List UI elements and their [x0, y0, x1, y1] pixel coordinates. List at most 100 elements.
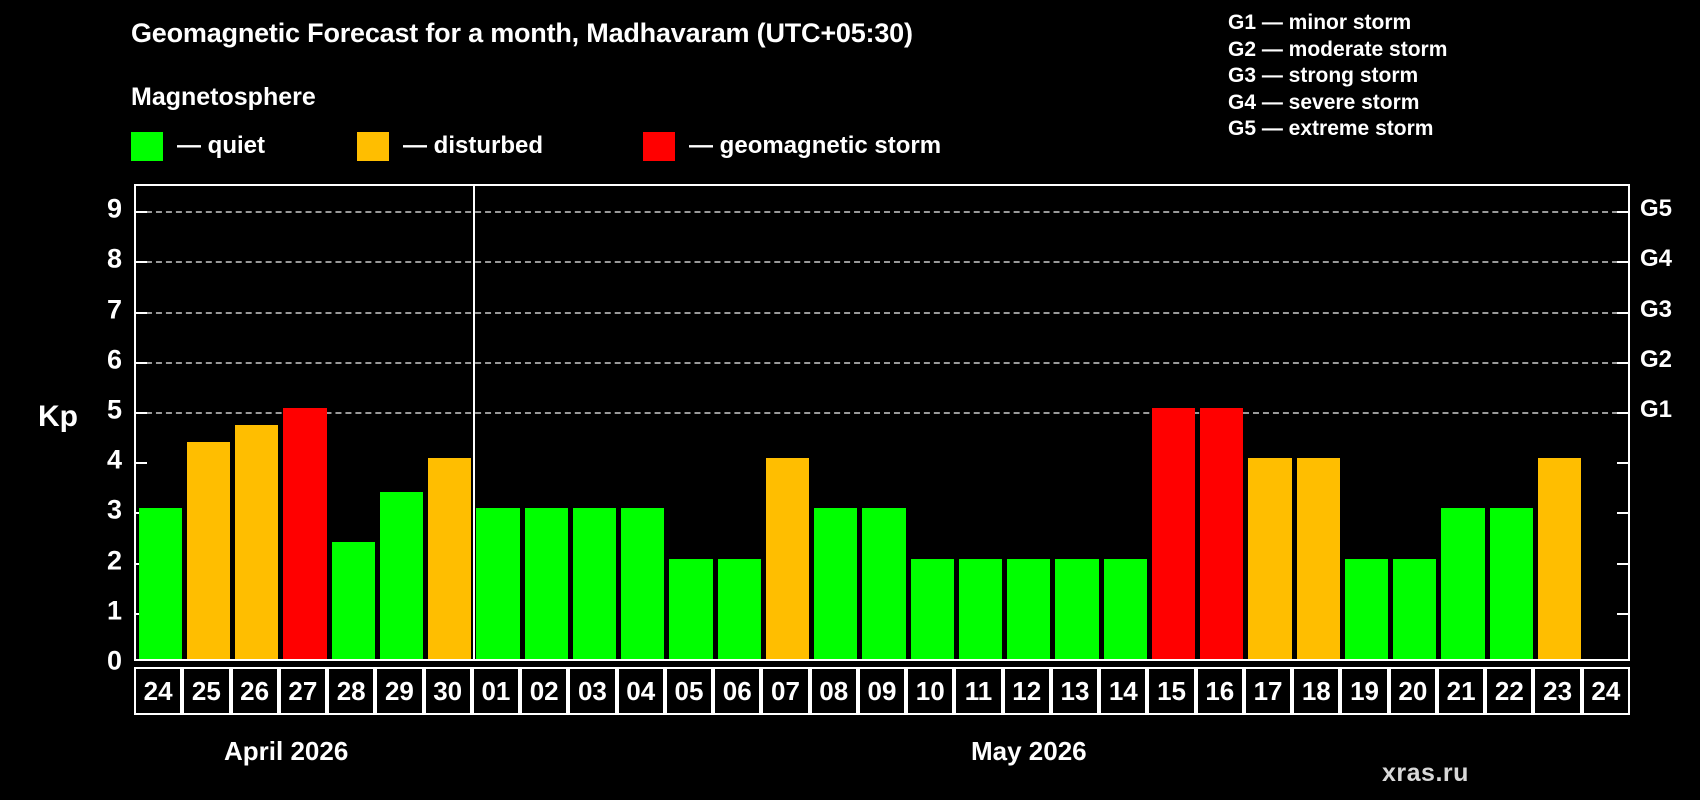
- y-axis-label-9: 9: [106, 193, 122, 224]
- bar-day-25: [186, 441, 230, 659]
- gridline-kp-6: [136, 361, 1628, 364]
- date-cell-29: 29: [375, 667, 424, 715]
- date-cell-11: 11: [954, 667, 1003, 715]
- bar-day-24: [138, 508, 182, 659]
- date-cell-26: 26: [230, 667, 279, 715]
- g-axis-label-G5: G5: [1640, 195, 1673, 223]
- bar-day-29: [379, 491, 424, 659]
- date-cell-04: 04: [616, 667, 665, 715]
- legend-label-storm: — geomagnetic storm: [689, 132, 942, 159]
- y-tick-7: [136, 311, 147, 314]
- month-label: May 2026: [971, 736, 1087, 766]
- date-cell-13: 13: [1050, 667, 1100, 715]
- bar-day-26: [235, 424, 279, 659]
- date-cell-25: 25: [182, 667, 231, 715]
- date-cell-08: 08: [809, 667, 858, 715]
- bar-day-18: [1296, 458, 1340, 659]
- date-cell-10: 10: [906, 667, 955, 715]
- bar-day-22: [1489, 508, 1533, 659]
- date-cell-09: 09: [857, 667, 907, 715]
- gridline-kp-5: [136, 411, 1628, 414]
- date-cell-06: 06: [713, 667, 762, 715]
- plot-area: [134, 184, 1630, 661]
- date-axis: 24 25 26 27 28 29 30 01 02 03 04 05 06 07 08 09 10 11 12 13…: [134, 667, 1630, 715]
- date-cell-24: 24: [134, 667, 183, 715]
- bar-day-15: [1151, 407, 1196, 659]
- date-cell-16: 16: [1195, 667, 1244, 715]
- bar-day-05: [669, 558, 713, 659]
- month-label: April 2026: [224, 736, 349, 766]
- y-tick-4: [1617, 462, 1628, 465]
- date-cell-02: 02: [520, 667, 569, 715]
- g-scale-line-2: G2 — moderate storm: [1228, 37, 1448, 61]
- y-tick-8: [1617, 261, 1628, 264]
- legend-item-quiet: — quiet: [131, 130, 265, 162]
- y-axis-title: Kp: [38, 400, 78, 433]
- y-axis-label-6: 6: [106, 344, 122, 375]
- bar-day-16: [1200, 407, 1244, 659]
- bar-day-06: [717, 558, 761, 659]
- legend-swatch-quiet: [131, 131, 163, 161]
- date-cell-12: 12: [1002, 667, 1051, 715]
- date-cell-30: 30: [423, 667, 472, 715]
- y-tick-8: [136, 261, 147, 264]
- date-cell-17: 17: [1243, 667, 1293, 715]
- y-tick-7: [1617, 311, 1628, 314]
- bar-day-08: [814, 508, 858, 659]
- date-cell-03: 03: [568, 667, 617, 715]
- bar-day-13: [1055, 558, 1099, 659]
- bar-day-14: [1103, 558, 1147, 659]
- y-tick-9: [1617, 211, 1628, 214]
- y-axis-label-2: 2: [106, 545, 122, 576]
- g-scale-line-3: G3 — strong storm: [1228, 64, 1419, 87]
- plot-inner: [136, 186, 1628, 659]
- y-tick-4: [136, 462, 147, 465]
- g-axis-label-G1: G1: [1640, 395, 1673, 423]
- bar-day-03: [572, 508, 617, 659]
- date-cell-07: 07: [761, 667, 810, 715]
- g-axis-label-G3: G3: [1640, 295, 1673, 323]
- bar-day-27: [283, 407, 327, 659]
- date-cell-19: 19: [1340, 667, 1389, 715]
- bar-day-07: [765, 458, 810, 659]
- date-cell-14: 14: [1099, 667, 1148, 715]
- g-axis-label-G4: G4: [1640, 245, 1673, 273]
- bar-day-02: [524, 508, 568, 659]
- date-cell-18: 18: [1292, 667, 1341, 715]
- date-cell-27: 27: [278, 667, 328, 715]
- bar-day-10: [910, 558, 954, 659]
- bar-day-19: [1344, 558, 1389, 659]
- page-title: Geomagnetic Forecast for a month, Madhav…: [131, 18, 913, 48]
- y-axis-label-1: 1: [106, 595, 122, 626]
- date-cell-28: 28: [327, 667, 376, 715]
- g-scale-line-1: G1 — minor storm: [1228, 11, 1412, 34]
- bar-day-21: [1441, 508, 1485, 659]
- y-tick-5: [1617, 411, 1628, 414]
- bar-day-23: [1537, 458, 1582, 659]
- y-tick-2: [1617, 562, 1628, 565]
- legend-label-quiet: — quiet: [177, 132, 265, 159]
- legend-swatch-storm: [643, 131, 676, 161]
- date-cell-01: 01: [471, 667, 521, 715]
- y-axis-label-4: 4: [106, 444, 122, 475]
- date-cell-21: 21: [1436, 667, 1486, 715]
- month-divider: [472, 186, 475, 659]
- date-cell-22: 22: [1485, 667, 1534, 715]
- y-tick-9: [136, 211, 147, 214]
- y-tick-1: [1617, 612, 1628, 615]
- bar-day-11: [958, 558, 1003, 659]
- date-cell-23: 23: [1533, 667, 1582, 715]
- y-axis-label-0: 0: [106, 645, 122, 676]
- y-axis-label-3: 3: [106, 494, 122, 525]
- g-axis-labels: G1 G2 G3 G4 G5: [1640, 184, 1700, 661]
- legend-item-storm: — geomagnetic storm: [643, 130, 941, 162]
- legend-label-disturbed: — disturbed: [403, 132, 544, 159]
- y-tick-6: [1617, 361, 1628, 364]
- date-cell-20: 20: [1388, 667, 1437, 715]
- g-scale-line-4: G4 — severe storm: [1228, 90, 1420, 114]
- y-axis-label-8: 8: [106, 243, 122, 274]
- y-axis-labels: 0 1 2 3 4 5 6 7 8 9: [78, 184, 122, 674]
- magnetosphere-heading: Magnetosphere: [131, 83, 316, 111]
- g-scale-legend: G1 — minor storm G2 — moderate storm G3 — …: [1228, 10, 1447, 143]
- bar-day-04: [621, 508, 665, 659]
